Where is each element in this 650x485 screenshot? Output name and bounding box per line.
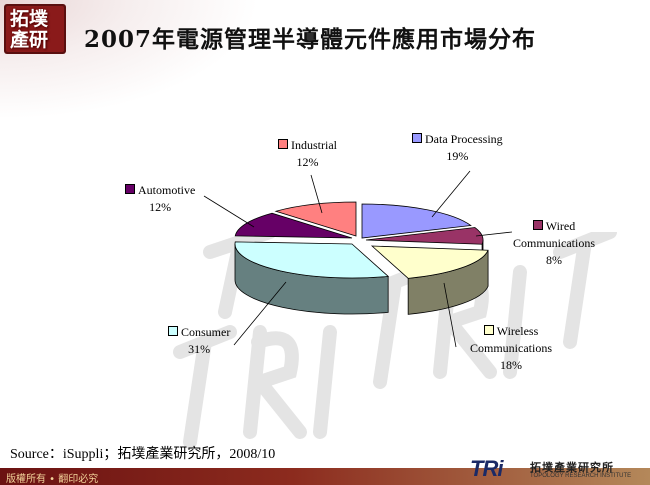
leader-line [475,231,513,237]
pie-label-value: 19% [446,149,469,163]
pie-label-text: Communications [513,236,595,250]
pie-label-name: Communications [513,235,595,252]
pie-label-text: Wireless [496,324,539,338]
pie-label-text: Automotive [138,183,196,197]
tri-english-name: TOPOLOGY RESEARCH INSTITUTE [530,473,632,479]
logo-text-top: 拓墣 [10,8,49,30]
pie-label-consumer: Consumer 31% [168,324,230,358]
pie-label-name: Wired [513,218,595,235]
pie-label-wireless-communications: Wireless Communications 18% [470,323,552,374]
pie-label-text: Data Processing [425,132,503,146]
pie-label-value: 12% [296,155,319,169]
legend-swatch [483,325,494,335]
pie-label-data-processing: Data Processing 19% [412,131,503,165]
pie-label-text: Communications [470,341,552,355]
pie-label-name: Communications [470,340,552,357]
pie-sides [234,239,489,315]
legend-swatch [278,139,288,149]
page-title: 2007年電源管理半導體元件應用市場分布 [84,26,537,53]
pie-slice-consumer [234,241,390,279]
logo-text-bottom: 產研 [10,29,49,51]
copyright-notice: 版權所有 • 翻印必究 [6,474,99,485]
legend-swatch [412,133,422,143]
pie-label-value: 18% [500,358,522,372]
leader-line [233,281,287,346]
leader-line [431,170,471,218]
pie-label-text: Consumer [181,325,231,339]
pie-label-value: 31% [188,342,211,356]
source-note: Source：iSuppli；拓墣產業研究所，2008/10 [10,447,276,462]
pie-slice-wireless-communications [370,245,489,279]
pie-slice-automotive [234,212,353,239]
tri-watermark [173,232,617,449]
logo-mark [4,4,66,54]
pie-label-name: Wireless [470,323,552,340]
legend-swatch [125,184,135,194]
legend-swatch [532,220,543,230]
leader-line [310,174,323,214]
pie-label-value: 12% [149,200,172,214]
pie-label-name: Consumer [168,324,230,341]
topology-logo: 拓墣 產研 [4,4,66,54]
leader-line [203,195,255,228]
pie-label-automotive: Automotive 12% [125,182,195,216]
pie-label-name: Industrial [278,137,337,154]
pie-slice-industrial [274,201,357,237]
tri-chinese-name: 拓墣產業研究所 [530,461,614,474]
pie-label-text: Industrial [291,138,337,152]
footer-bar [0,468,650,485]
pie-label-value: 8% [546,253,562,267]
pie-slice-data-processing [361,203,472,239]
pie-label-wired-communications: Wired Communications 8% [513,218,595,269]
pie-label-industrial: Industrial 12% [278,137,337,171]
pie-label-name: Data Processing [412,131,503,148]
pie-label-text: Wired [545,219,576,233]
legend-swatch [168,326,178,336]
leader-line [443,282,457,348]
tri-logo: TRi [470,456,503,481]
pie-slice-wired-communications [365,227,484,245]
pie-tops [234,201,489,279]
pie-leader-lines [203,170,513,348]
pie-label-name: Automotive [125,182,195,199]
